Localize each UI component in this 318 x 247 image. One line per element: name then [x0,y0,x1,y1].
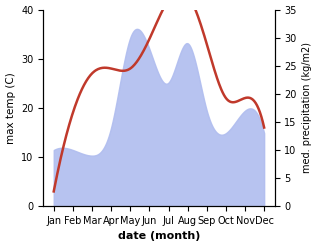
Y-axis label: max temp (C): max temp (C) [5,72,16,144]
X-axis label: date (month): date (month) [118,231,200,242]
Y-axis label: med. precipitation (kg/m2): med. precipitation (kg/m2) [302,42,313,173]
